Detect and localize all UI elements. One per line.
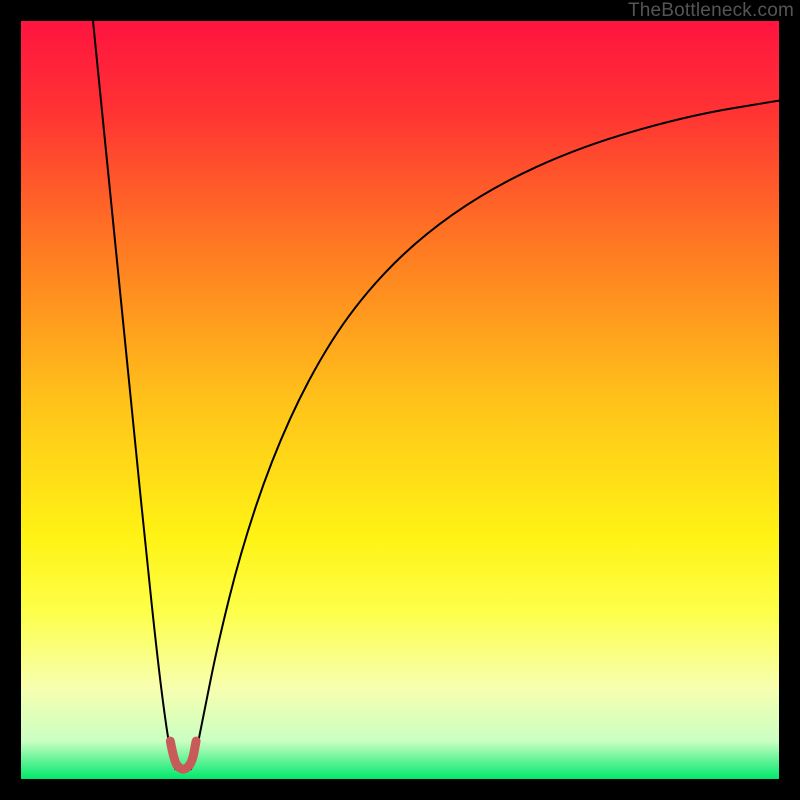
plot-background [21,21,779,779]
watermark-text: TheBottleneck.com [628,0,794,22]
chart-container: TheBottleneck.com [0,0,800,800]
bottleneck-chart [0,0,800,800]
